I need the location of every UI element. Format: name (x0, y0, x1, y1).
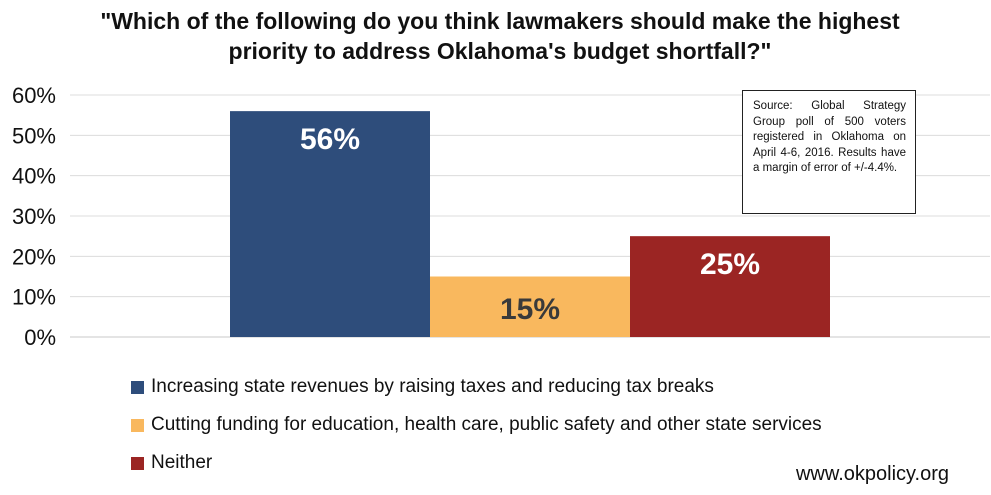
chart-title-line-2: priority to address Oklahoma's budget sh… (228, 38, 772, 64)
legend-swatch-revenues (131, 380, 144, 394)
bar (430, 276, 630, 337)
bar (230, 111, 430, 337)
legend-item-cutting: Cutting funding for education, health ca… (131, 406, 822, 444)
source-note: Source: Global Strategy Group poll of 50… (742, 90, 916, 214)
data-label: 56% (300, 123, 360, 156)
legend-label-neither: Neither (151, 452, 213, 473)
legend-item-neither: Neither (131, 444, 822, 482)
chart-title-line-1: "Which of the following do you think law… (100, 8, 900, 34)
legend-swatch-neither (131, 456, 144, 470)
y-tick-label: 0% (24, 325, 56, 350)
y-tick-label: 30% (12, 204, 56, 229)
legend-label-revenues: Increasing state revenues by raising tax… (151, 376, 714, 397)
legend-label-cutting: Cutting funding for education, health ca… (151, 414, 822, 435)
legend-item-revenues: Increasing state revenues by raising tax… (131, 368, 822, 406)
bar (630, 236, 830, 337)
data-label: 25% (700, 248, 760, 281)
legend-swatch-cutting (131, 418, 144, 432)
y-tick-label: 60% (12, 83, 56, 108)
y-tick-label: 50% (12, 123, 56, 148)
data-label: 15% (500, 293, 560, 326)
y-tick-label: 40% (12, 164, 56, 189)
y-tick-label: 20% (12, 244, 56, 269)
website-url: www.okpolicy.org (795, 463, 949, 485)
legend: Increasing state revenues by raising tax… (131, 368, 822, 482)
y-tick-label: 10% (12, 285, 56, 310)
chart-title: "Which of the following do you think law… (60, 6, 940, 66)
